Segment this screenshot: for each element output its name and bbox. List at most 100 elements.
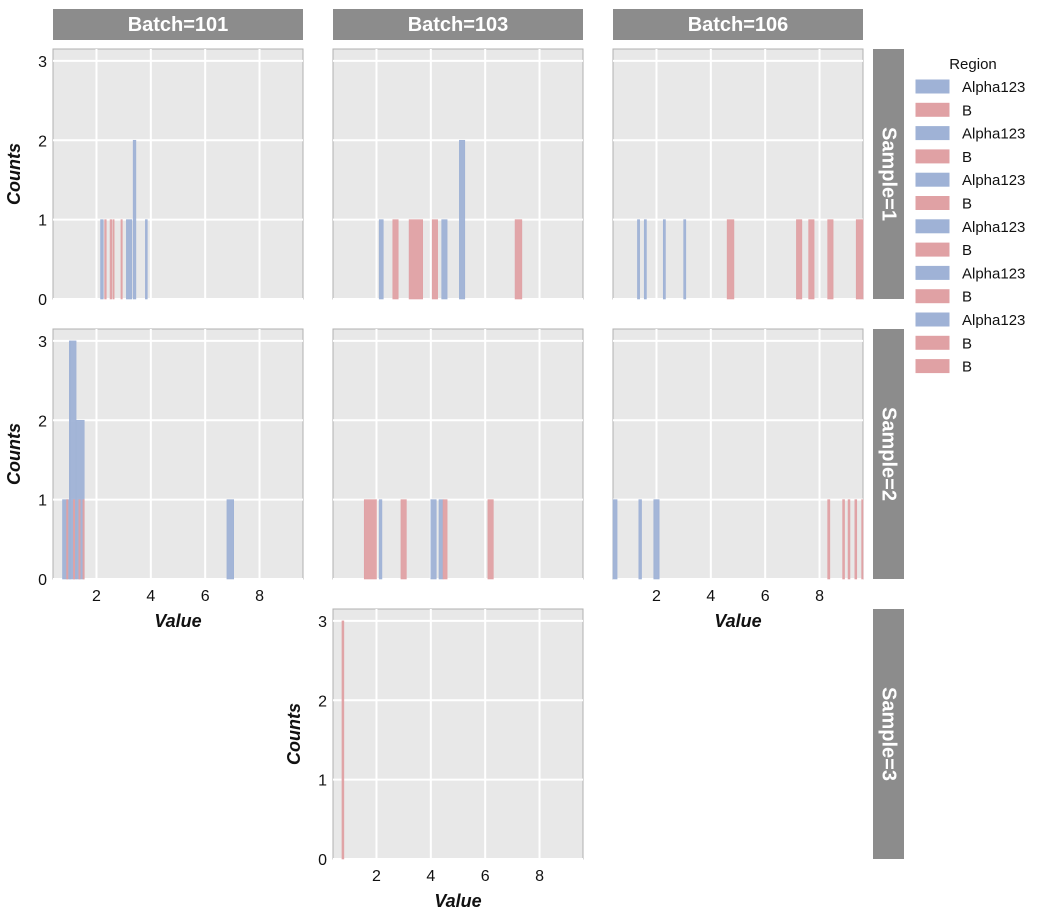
histogram-bar <box>612 499 618 580</box>
x-tick-label: 6 <box>761 588 770 605</box>
legend-label: Alpha123 <box>962 126 1025 143</box>
legend-title: Region <box>949 56 997 73</box>
histogram-bar <box>847 499 851 580</box>
y-tick-label: 1 <box>38 213 47 230</box>
legend-swatch <box>915 312 950 327</box>
histogram-bar <box>378 219 384 300</box>
histogram-bar <box>653 499 660 580</box>
y-tick-label: 0 <box>318 852 327 869</box>
x-tick-label: 2 <box>652 588 661 605</box>
y-tick-label: 2 <box>38 133 47 150</box>
x-tick-label: 2 <box>92 588 101 605</box>
row-strip-label: Sample=1 <box>878 127 900 221</box>
legend-label: Alpha123 <box>962 265 1025 282</box>
panel-background <box>332 608 584 860</box>
x-tick-label: 4 <box>426 868 435 885</box>
column-strip-label: Batch=101 <box>128 14 229 36</box>
histogram-bar <box>827 499 831 580</box>
legend-label: B <box>962 335 972 352</box>
histogram-bar <box>430 499 437 580</box>
legend-swatch <box>915 242 950 257</box>
legend-label: B <box>962 359 972 376</box>
x-tick-label: 4 <box>706 588 715 605</box>
histogram-bar <box>120 219 123 300</box>
histogram-bar <box>145 219 148 300</box>
legend-label: Alpha123 <box>962 172 1025 189</box>
legend-label: B <box>962 102 972 119</box>
histogram-bar <box>109 219 112 300</box>
legend-label: B <box>962 242 972 259</box>
legend-label: B <box>962 149 972 166</box>
row-strip <box>873 329 904 579</box>
legend-label: B <box>962 289 972 306</box>
column-strip-label: Batch=103 <box>408 14 509 36</box>
histogram-bar <box>855 219 864 300</box>
histogram-bar <box>637 219 640 300</box>
panel-background <box>52 328 304 580</box>
histogram-bar <box>66 499 69 580</box>
legend-label: B <box>962 196 972 213</box>
histogram-bar <box>438 499 444 580</box>
legend-label: Alpha123 <box>962 79 1025 96</box>
histogram-bar <box>431 219 438 300</box>
x-tick-label: 2 <box>372 868 381 885</box>
histogram-bar <box>441 219 448 300</box>
y-axis-label: Counts <box>284 703 304 765</box>
y-tick-label: 2 <box>318 693 327 710</box>
panel-background <box>52 48 304 300</box>
histogram-bar <box>842 499 845 580</box>
x-tick-label: 8 <box>255 588 264 605</box>
legend-swatch <box>915 289 950 304</box>
histogram-bar <box>100 219 104 300</box>
panel-background <box>612 328 864 580</box>
histogram-bar <box>487 499 494 580</box>
histogram-bar <box>112 219 115 300</box>
legend-swatch <box>915 126 950 141</box>
legend-swatch <box>915 172 950 187</box>
legend-swatch <box>915 196 950 210</box>
legend-label: Alpha123 <box>962 219 1025 236</box>
x-tick-label: 6 <box>481 868 490 885</box>
histogram-bar <box>126 219 133 300</box>
y-tick-label: 0 <box>38 292 47 309</box>
panel-background <box>332 48 584 300</box>
histogram-bar <box>363 499 377 580</box>
legend-swatch <box>915 79 950 94</box>
histogram-bar <box>808 219 815 300</box>
histogram-bar <box>726 219 735 300</box>
histogram-bar <box>73 499 76 580</box>
histogram-bar <box>459 139 466 300</box>
column-strip <box>53 9 303 40</box>
row-strip-label: Sample=3 <box>878 687 900 781</box>
panel-background <box>612 48 864 300</box>
legend-label: Alpha123 <box>962 312 1025 329</box>
y-tick-label: 3 <box>38 54 47 71</box>
column-strip-label: Batch=106 <box>688 14 789 36</box>
row-strip <box>873 49 904 299</box>
histogram-bar <box>226 499 235 580</box>
column-strip <box>613 9 863 40</box>
legend-swatch <box>915 219 950 234</box>
y-tick-label: 2 <box>38 413 47 430</box>
histogram-bar <box>132 139 137 300</box>
x-tick-label: 8 <box>535 868 544 885</box>
legend-swatch <box>915 265 950 280</box>
y-tick-label: 1 <box>318 773 327 790</box>
histogram-bar <box>341 620 345 860</box>
y-tick-label: 3 <box>318 614 327 631</box>
histogram-bar <box>408 219 423 300</box>
x-axis-label: Value <box>154 611 201 631</box>
histogram-bar <box>514 219 523 300</box>
histogram-bar <box>78 499 81 580</box>
column-strip <box>333 9 583 40</box>
histogram-bar <box>442 499 448 580</box>
row-strip <box>873 609 904 859</box>
histogram-bar <box>104 219 107 300</box>
legend-swatch <box>915 359 950 374</box>
x-tick-label: 6 <box>201 588 210 605</box>
histogram-bar <box>400 499 407 580</box>
histogram-bar <box>638 499 642 580</box>
x-tick-label: 4 <box>146 588 155 605</box>
histogram-bar <box>827 219 834 300</box>
